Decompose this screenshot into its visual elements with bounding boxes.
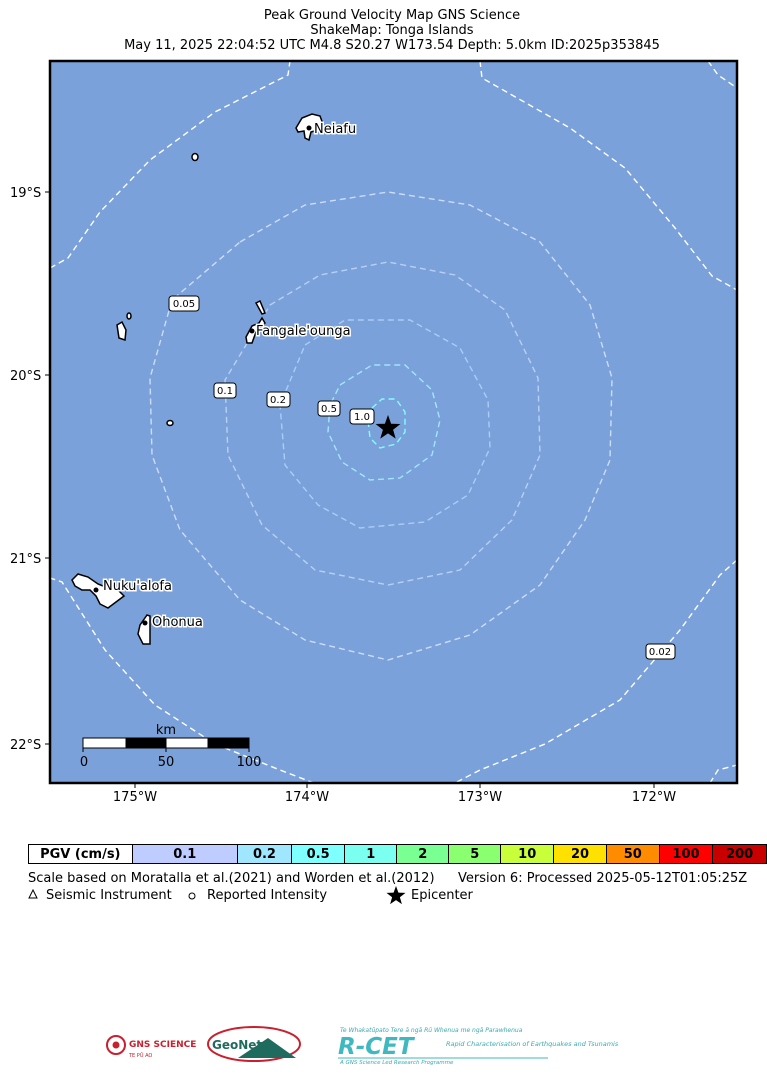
legend-bin-5: 5 — [448, 844, 502, 864]
symbol-legend — [28, 888, 38, 899]
map-frame — [48, 59, 739, 785]
lon-label-175: 175°W — [113, 790, 157, 805]
contour-1.0 — [367, 398, 406, 449]
lat-label-21: 21°S — [10, 552, 41, 567]
island-haapai — [245, 316, 266, 344]
place-label-fangaleounga: Fangale'ounga — [256, 324, 351, 339]
place-label-ohonua: Ohonua — [152, 615, 203, 630]
scale-tick-50: 50 — [158, 755, 175, 770]
legend-bin-0.5: 0.5 — [291, 844, 346, 864]
svg-text:0.02: 0.02 — [649, 647, 671, 658]
scale-note: Scale based on Moratalla et al.(2021) an… — [28, 871, 435, 886]
epicenter-star-icon — [375, 415, 401, 439]
svg-text:0.5: 0.5 — [321, 404, 337, 415]
rcet-logo: Te Whakatūpato Tere ā ngā Rū Whenua me n… — [338, 1027, 619, 1066]
svg-text:GeoNet: GeoNet — [212, 1038, 262, 1052]
reported-intensity-icon — [188, 892, 196, 900]
island-fangaleounga — [254, 299, 267, 315]
contour-label-0.1: 0.1 — [213, 382, 237, 399]
lat-label-20: 20°S — [10, 369, 41, 384]
geonet-logo: GeoNet — [207, 1026, 301, 1062]
symbol-seismic-label: Seismic Instrument — [46, 888, 172, 903]
svg-text:TE PŪ AO: TE PŪ AO — [128, 1052, 152, 1059]
island-west-1 — [116, 320, 127, 342]
contour-label-1.0: 1.0 — [349, 408, 375, 425]
scale-unit: km — [156, 723, 176, 738]
contour-label-0.05: 0.05 — [168, 295, 200, 312]
contour-label-0.2: 0.2 — [266, 391, 291, 408]
legend-bin-0.1: 0.1 — [131, 844, 238, 864]
logo-strip: GNS SCIENCE TE PŪ AO GeoNet Te Whakatūpa… — [106, 1026, 619, 1066]
legend-bin-50: 50 — [605, 844, 660, 864]
legend-bin-10: 10 — [500, 844, 555, 864]
lat-label-19: 19°S — [10, 186, 41, 201]
contour-0.02 — [50, 61, 737, 783]
contour-0.2 — [279, 319, 491, 529]
symbol-intensity-label: Reported Intensity — [207, 888, 328, 903]
shakemap: Neiafu Fangale'ounga Nuku'alofa Ohonua 0… — [10, 59, 739, 805]
svg-text:1.0: 1.0 — [354, 412, 370, 423]
contour-label-0.02: 0.02 — [645, 643, 676, 660]
island-west-2 — [126, 312, 132, 320]
legend-bin-2: 2 — [396, 844, 450, 864]
lon-label-172: 172°W — [632, 790, 676, 805]
legend-label: PGV (cm/s) — [28, 844, 133, 864]
pgv-legend: PGV (cm/s) 0.1 0.2 0.5 1 2 5 10 20 50 10… — [28, 844, 767, 864]
svg-text:A GNS Science Led Research Pro: A GNS Science Led Research Programme — [339, 1060, 454, 1066]
scale-tick-0: 0 — [80, 755, 88, 770]
contour-0.05 — [149, 191, 613, 661]
symbol-epicenter-label: Epicenter — [411, 888, 473, 903]
lon-label-173: 173°W — [458, 790, 502, 805]
scale-tick-100: 100 — [237, 755, 262, 770]
lat-label-22: 22°S — [10, 738, 41, 753]
map-title-line1: Peak Ground Velocity Map GNS Science — [263, 8, 521, 23]
svg-text:Te Whakatūpato Tere ā ngā Rū W: Te Whakatūpato Tere ā ngā Rū Whenua me n… — [340, 1027, 523, 1034]
svg-text:Rapid Characterisation of Eart: Rapid Characterisation of Earthquakes an… — [446, 1040, 619, 1048]
legend-bin-200: 200 — [712, 844, 767, 864]
svg-text:0.1: 0.1 — [217, 386, 233, 397]
svg-text:0.2: 0.2 — [270, 395, 286, 406]
gns-logo: GNS SCIENCE TE PŪ AO — [106, 1035, 196, 1059]
seismic-instrument-icon — [28, 888, 38, 899]
lon-label-174: 174°W — [285, 790, 329, 805]
svg-text:GNS SCIENCE: GNS SCIENCE — [129, 1040, 196, 1050]
legend-bin-100: 100 — [658, 844, 714, 864]
map-title-line2: ShakeMap: Tonga Islands — [310, 23, 474, 38]
scale-bar: km 0 50 100 — [80, 723, 262, 770]
contour-0.1 — [224, 261, 541, 586]
svg-text:0.05: 0.05 — [173, 299, 195, 310]
contour-0.5 — [327, 364, 441, 481]
map-title-line3: May 11, 2025 22:04:52 UTC M4.8 S20.27 W1… — [124, 38, 660, 53]
island-small-1 — [191, 152, 199, 162]
legend-bin-0.2: 0.2 — [236, 844, 293, 864]
legend-bin-20: 20 — [553, 844, 607, 864]
island-small-2 — [166, 419, 174, 427]
version-note: Version 6: Processed 2025-05-12T01:05:25… — [458, 871, 748, 886]
place-label-neiafu: Neiafu — [314, 122, 356, 137]
place-label-nukualofa: Nuku'alofa — [103, 579, 172, 594]
legend-bin-1: 1 — [344, 844, 398, 864]
contour-label-0.5: 0.5 — [317, 400, 341, 417]
ocean-background — [50, 61, 737, 783]
epicenter-legend-icon — [386, 886, 406, 905]
svg-text:R-CET: R-CET — [338, 1034, 416, 1060]
